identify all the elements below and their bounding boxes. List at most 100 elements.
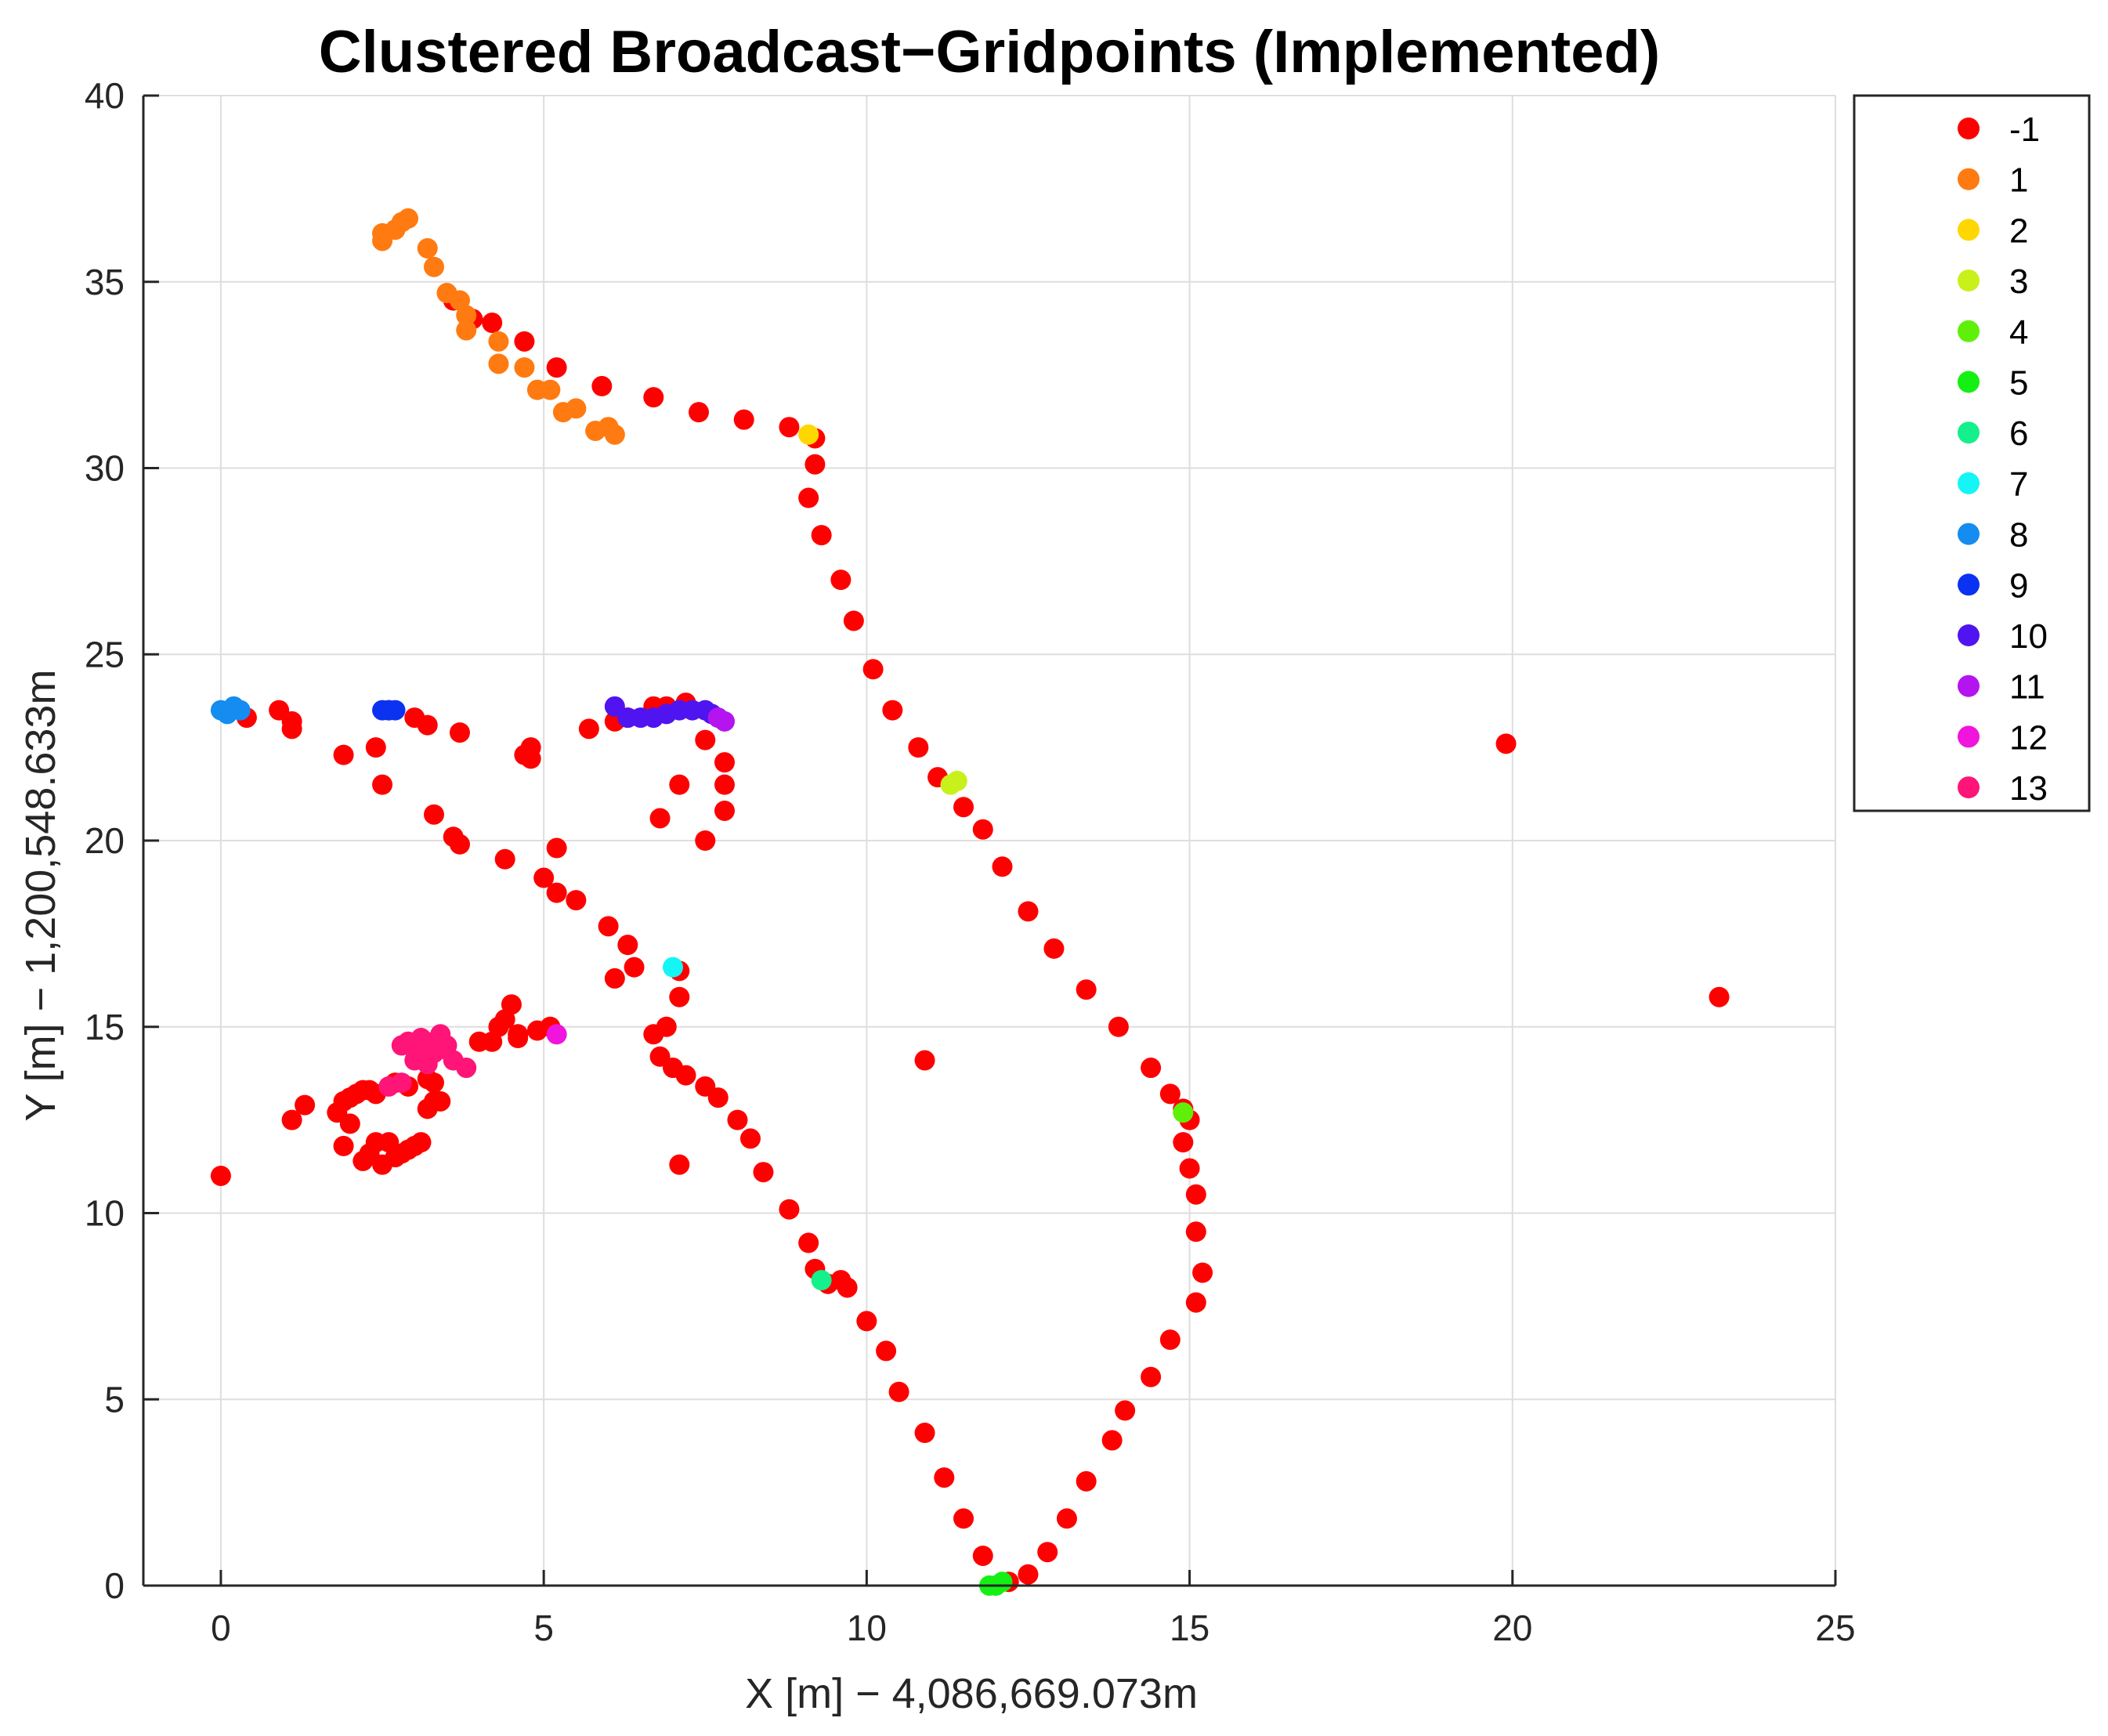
data-point--1 (1056, 1508, 1077, 1529)
y-tick-label: 30 (85, 448, 125, 489)
data-point--1 (656, 1016, 677, 1037)
data-point--1 (972, 1545, 993, 1566)
data-point--1 (914, 1423, 935, 1444)
data-point--1 (295, 1094, 316, 1116)
data-point-1 (488, 331, 509, 352)
legend-marker-11 (1958, 675, 1980, 697)
data-point--1 (888, 1381, 909, 1402)
legend-marker-9 (1958, 573, 1980, 596)
x-tick-label: 15 (1170, 1608, 1209, 1648)
data-point--1 (494, 848, 515, 870)
data-point--1 (333, 1135, 354, 1156)
data-point--1 (449, 834, 470, 855)
data-point--1 (992, 856, 1013, 877)
legend-label-4: 4 (2009, 313, 2028, 352)
legend-marker-2 (1958, 219, 1980, 241)
data-point--1 (830, 570, 852, 591)
data-point--1 (876, 1340, 897, 1362)
x-tick-label: 5 (533, 1608, 554, 1648)
legend-marker-7 (1958, 472, 1980, 494)
data-point--1 (669, 986, 690, 1007)
data-point--1 (811, 525, 832, 546)
legend-marker--1 (1958, 118, 1980, 139)
data-point--1 (1076, 979, 1097, 1000)
legend-label-1: 1 (2009, 161, 2028, 200)
data-point-6 (811, 1270, 832, 1291)
data-point--1 (281, 718, 302, 740)
data-point--1 (779, 417, 800, 438)
data-point--1 (1185, 1184, 1206, 1205)
legend-marker-10 (1958, 624, 1980, 646)
data-point-3 (946, 770, 967, 791)
data-point-13 (456, 1058, 477, 1079)
data-point--1 (1185, 1221, 1206, 1242)
data-point--1 (675, 1065, 696, 1086)
data-point-1 (566, 398, 587, 419)
data-point--1 (339, 1113, 360, 1134)
data-point--1 (953, 797, 974, 818)
data-point--1 (417, 1098, 438, 1119)
data-point--1 (617, 935, 638, 956)
data-point--1 (423, 804, 444, 825)
y-tick-label: 15 (85, 1007, 125, 1047)
data-point-1 (398, 208, 419, 229)
data-point--1 (1708, 986, 1730, 1007)
data-point--1 (695, 830, 716, 851)
data-point--1 (520, 748, 541, 769)
data-point--1 (1159, 1083, 1181, 1105)
data-point--1 (598, 916, 619, 937)
data-point--1 (365, 737, 386, 758)
data-point--1 (365, 1132, 386, 1153)
data-point--1 (1076, 1470, 1097, 1492)
plot-area: 0 5 10 15 20 25 0 5 10 15 20 25 30 35 40 (85, 75, 1856, 1648)
data-point--1 (1115, 1400, 1136, 1421)
y-tick-label: 0 (104, 1565, 125, 1606)
y-tick-label: 20 (85, 820, 125, 861)
data-point-8 (230, 700, 251, 721)
data-point--1 (333, 744, 354, 765)
data-point--1 (914, 1050, 935, 1071)
data-point--1 (649, 808, 671, 829)
legend-box (1853, 94, 2091, 812)
data-point--1 (482, 313, 503, 334)
data-point--1 (410, 1132, 432, 1153)
data-point--1 (856, 1311, 877, 1332)
legend-label-10: 10 (2009, 617, 2048, 656)
legend-label-12: 12 (2009, 718, 2048, 757)
legend-label-8: 8 (2009, 516, 2028, 555)
data-point--1 (733, 409, 754, 430)
data-point-5 (992, 1571, 1013, 1593)
data-point-1 (417, 237, 438, 259)
legend-label-13: 13 (2009, 769, 2048, 808)
data-point--1 (501, 994, 522, 1015)
data-point--1 (546, 837, 567, 859)
y-tick-label: 25 (85, 634, 125, 675)
data-point--1 (714, 774, 735, 795)
data-point--1 (669, 774, 690, 795)
data-point--1 (739, 1128, 761, 1149)
y-tick-label: 5 (104, 1379, 125, 1420)
data-point--1 (449, 722, 470, 743)
data-point-13 (423, 1043, 444, 1064)
x-tick-label: 10 (847, 1608, 887, 1648)
legend-marker-12 (1958, 725, 1980, 748)
x-tick-label: 25 (1815, 1608, 1855, 1648)
legend-marker-6 (1958, 421, 1980, 444)
data-point-1 (604, 424, 625, 445)
data-point--1 (862, 659, 884, 680)
data-point-9 (385, 700, 406, 721)
legend-marker-4 (1958, 320, 1980, 342)
data-point--1 (468, 1031, 490, 1052)
data-point--1 (546, 882, 567, 903)
legend-marker-5 (1958, 371, 1980, 393)
data-point--1 (1101, 1430, 1123, 1451)
data-point--1 (689, 402, 710, 423)
data-point-1 (423, 256, 444, 277)
data-point--1 (1108, 1016, 1129, 1037)
data-point--1 (727, 1109, 748, 1130)
data-point--1 (423, 1072, 444, 1094)
data-point--1 (1495, 733, 1517, 754)
